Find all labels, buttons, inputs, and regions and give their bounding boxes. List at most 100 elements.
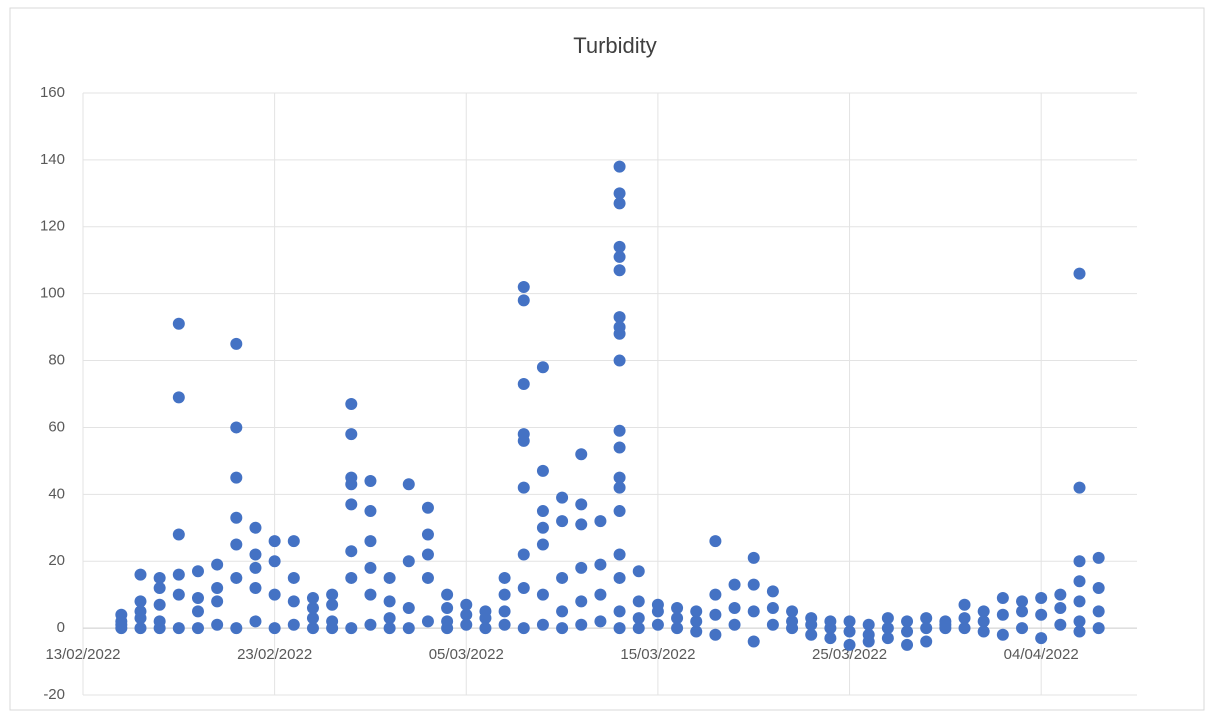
point [747,578,760,591]
y-tick-label: 80 [48,352,65,369]
point [172,391,185,404]
point [306,622,319,635]
point [613,622,626,635]
point [211,618,224,631]
point [211,581,224,594]
point [153,598,166,611]
point [134,622,147,635]
point [747,551,760,564]
point [536,588,549,601]
point [1035,592,1048,605]
point [575,448,588,461]
point [345,571,358,584]
point [421,615,434,628]
y-tick-label: -20 [43,686,65,703]
point [421,571,434,584]
point [268,555,281,568]
point [517,280,530,293]
point [1016,595,1029,608]
point [977,625,990,638]
point [977,605,990,618]
x-tick-label: 25/03/2022 [812,646,887,663]
point [556,605,569,618]
point [728,618,741,631]
point [287,535,300,548]
point [345,398,358,411]
point [862,618,875,631]
point [383,622,396,635]
point [249,521,262,534]
point [364,618,377,631]
point [441,588,454,601]
point [575,518,588,531]
point [517,622,530,635]
point [575,561,588,574]
point [671,612,684,625]
point [594,558,607,571]
point [613,571,626,584]
point [364,474,377,487]
point [766,602,779,615]
point [709,588,722,601]
y-tick-label: 140 [40,151,65,168]
point [786,622,799,635]
point [115,608,128,621]
point [766,585,779,598]
point [306,602,319,615]
point [671,602,684,615]
point [383,612,396,625]
point [402,555,415,568]
point [632,612,645,625]
y-tick-label: 100 [40,285,65,302]
point [1092,551,1105,564]
point [134,612,147,625]
point [268,622,281,635]
y-tick-label: 20 [48,552,65,569]
point [498,605,511,618]
point [556,515,569,528]
point [498,571,511,584]
point [536,521,549,534]
y-tick-label: 160 [40,84,65,101]
point [536,538,549,551]
point [613,240,626,253]
point [326,622,339,635]
point [1073,575,1086,588]
point [191,592,204,605]
point [671,622,684,635]
point [287,595,300,608]
point [153,571,166,584]
point [881,612,894,625]
point [632,622,645,635]
point [364,588,377,601]
point [1054,588,1067,601]
point [632,595,645,608]
point [364,505,377,518]
point [881,632,894,645]
point [1054,602,1067,615]
point [1092,622,1105,635]
point [479,612,492,625]
point [211,595,224,608]
point [536,618,549,631]
point [709,535,722,548]
point [172,622,185,635]
point [575,618,588,631]
point [1073,481,1086,494]
point [191,605,204,618]
point [230,337,243,350]
point [594,615,607,628]
point [556,571,569,584]
point [766,618,779,631]
point [230,622,243,635]
point [249,561,262,574]
point [1035,608,1048,621]
point [172,588,185,601]
point [230,538,243,551]
point [977,615,990,628]
point [1073,267,1086,280]
point [709,628,722,641]
point [345,545,358,558]
point [709,608,722,621]
point [517,434,530,447]
